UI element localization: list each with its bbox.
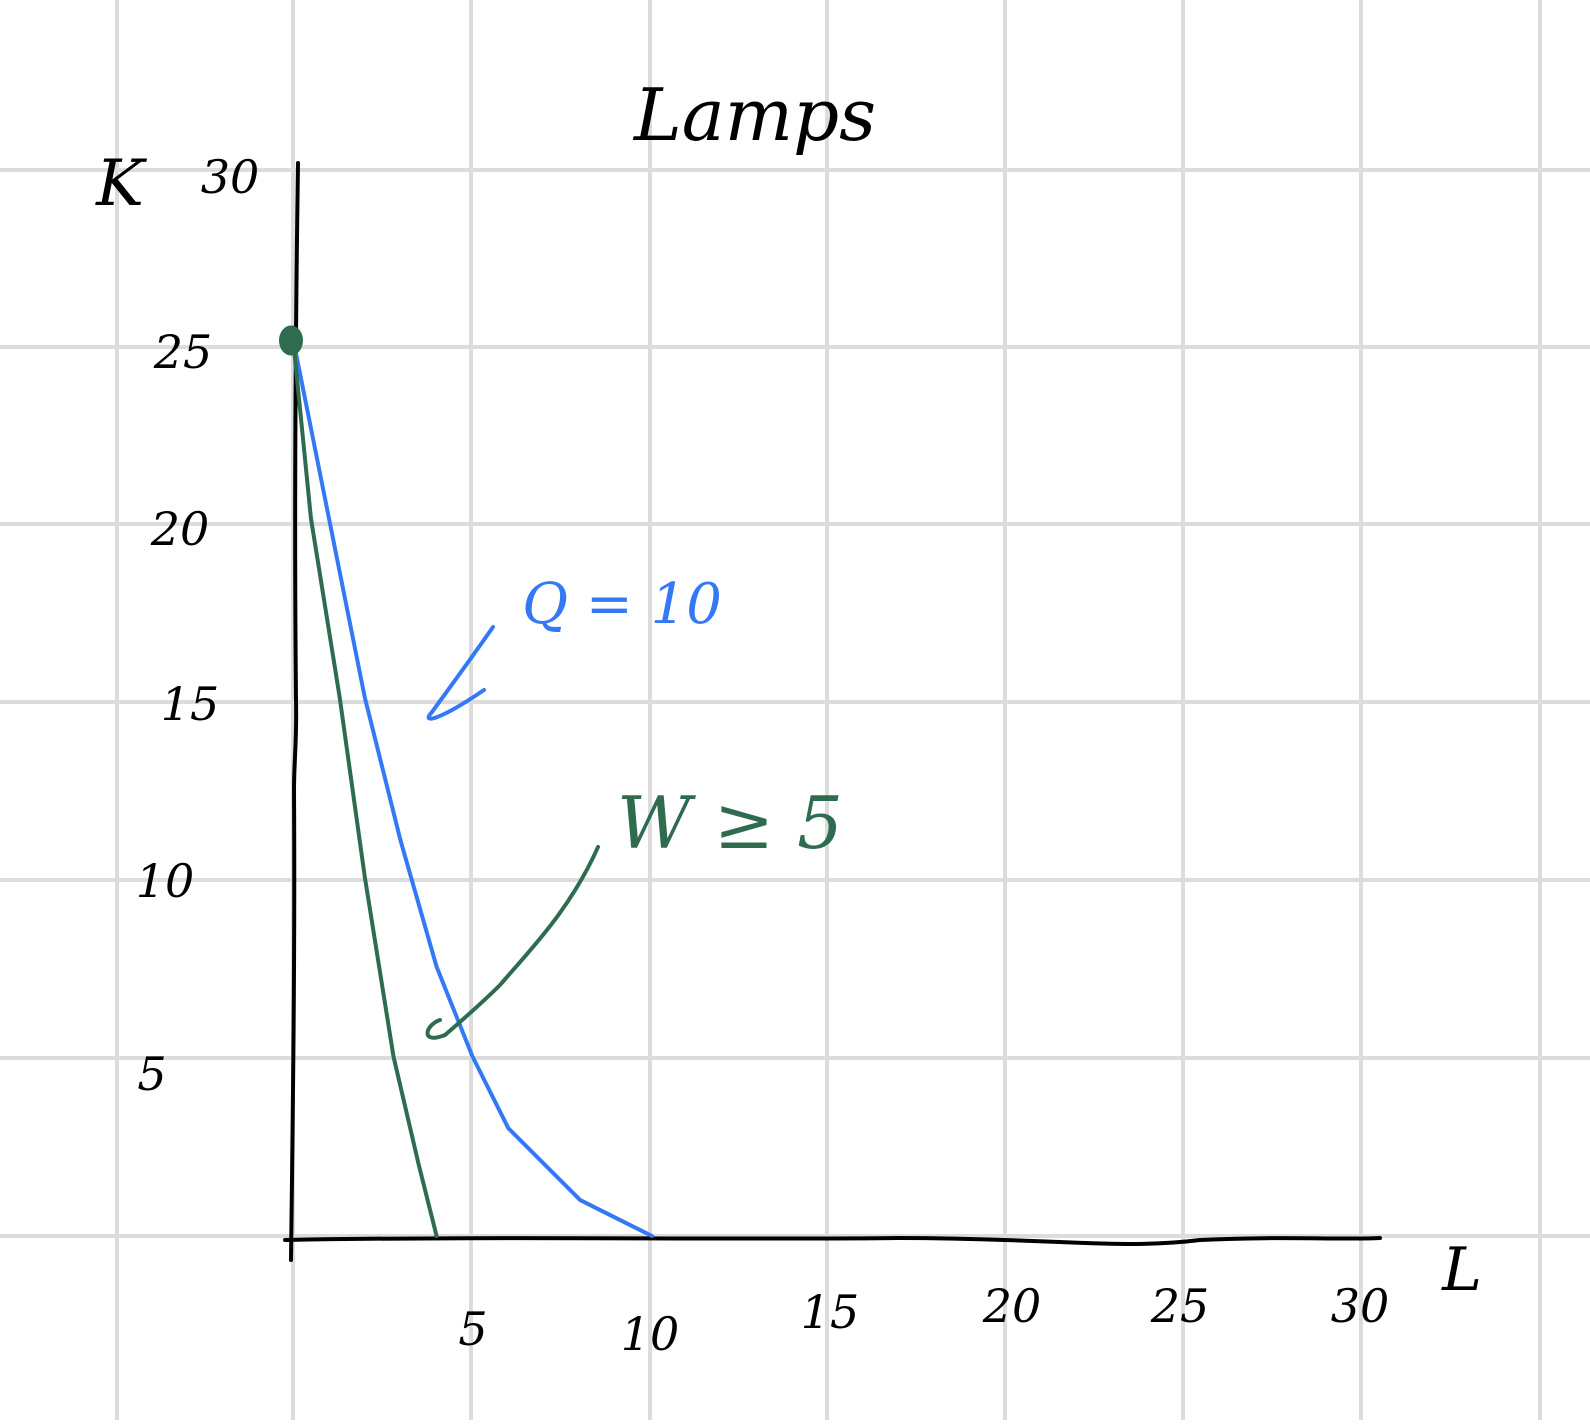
y-tick-label: 30 [201,150,260,204]
x-tick-label: 25 [1150,1279,1210,1333]
y-tick-label: 10 [136,854,195,908]
x-tick-label: 15 [801,1285,860,1339]
x-tick-label: 20 [982,1279,1042,1333]
x-axis [285,1238,1380,1244]
x-tick-label: 5 [458,1302,487,1356]
intercept-marker [279,326,303,356]
annotation-arrow-2 [445,847,598,1035]
x-axis-label: L [1441,1235,1482,1305]
series-line-2 [293,339,437,1237]
labels-group: Lamps K L 5 10 15 20 25 30 5 10 15 20 25 30 Q = 10 W ≥ 5 [95,73,1482,1361]
annotation-label-1: Q = 10 [522,572,722,637]
series-group [279,326,652,1237]
annotation-arrowhead-2 [428,1020,446,1038]
x-tick-label: 10 [621,1307,680,1361]
annotation-arrow-1 [432,627,493,712]
y-axis-label: K [95,147,147,221]
y-tick-label: 25 [153,325,213,379]
chart-title: Lamps [632,73,876,157]
y-tick-label: 5 [137,1047,166,1101]
y-tick-label: 15 [161,677,220,731]
y-tick-label: 20 [150,502,210,556]
annotation-label-2: W ≥ 5 [617,781,843,865]
x-tick-label: 30 [1331,1279,1390,1333]
